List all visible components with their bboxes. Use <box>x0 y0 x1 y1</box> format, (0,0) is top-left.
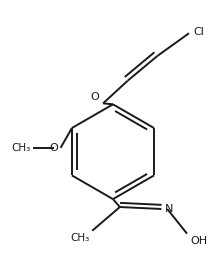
Text: Cl: Cl <box>193 27 204 37</box>
Text: CH₃: CH₃ <box>70 233 89 243</box>
Text: CH₃: CH₃ <box>12 143 31 153</box>
Text: OH: OH <box>190 236 207 246</box>
Text: N: N <box>165 204 174 214</box>
Text: O: O <box>49 143 58 153</box>
Text: O: O <box>90 92 99 102</box>
